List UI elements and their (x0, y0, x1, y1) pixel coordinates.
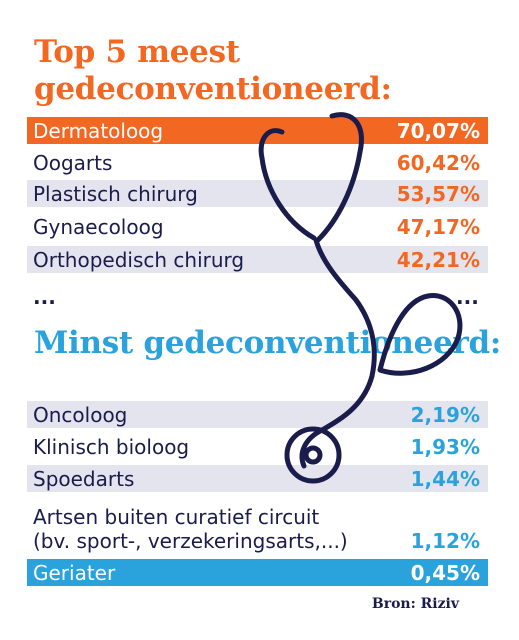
row-label: Geriater (33, 560, 116, 585)
table-row: Orthopedisch chirurg 42,21% (27, 246, 488, 273)
ellipsis-left: ... (33, 285, 56, 309)
ellipsis-right: ... (456, 285, 479, 309)
table-row: Dermatoloog 70,07% (27, 117, 488, 144)
table-row: Gynaecoloog 47,17% (27, 213, 488, 240)
title-bottom: Minst gedeconventioneerd: (34, 325, 502, 361)
row-label: Oogarts (33, 150, 113, 175)
table-row: Geriater 0,45% (27, 559, 488, 586)
table-row: Plastisch chirurg 53,57% (27, 180, 488, 207)
source-note: Bron: Riziv (371, 596, 459, 612)
row-label: Artsen buiten curatief circuit (bv. sport… (33, 505, 348, 553)
row-label: Spoedarts (33, 466, 135, 491)
row-value: 1,93% (410, 434, 480, 459)
table-row: Spoedarts 1,44% (27, 465, 488, 492)
row-value: 2,19% (410, 402, 480, 427)
table-row: Klinisch bioloog 1,93% (27, 433, 488, 460)
row-value: 42,21% (396, 247, 480, 272)
row-value: 47,17% (396, 214, 480, 239)
row-label: Oncoloog (33, 402, 128, 427)
row-label: Gynaecoloog (33, 214, 164, 239)
row-label-line1: Artsen buiten curatief circuit (33, 505, 320, 529)
row-label: Plastisch chirurg (33, 181, 198, 206)
row-value: 53,57% (396, 181, 480, 206)
row-value: 0,45% (410, 560, 480, 585)
row-value: 70,07% (396, 118, 480, 143)
title-top: Top 5 meest gedeconventioneerd: (34, 34, 392, 107)
table-row: Oncoloog 2,19% (27, 401, 488, 428)
row-label: Orthopedisch chirurg (33, 247, 245, 272)
table-row: Artsen buiten curatief circuit (bv. sport… (27, 503, 488, 555)
row-value: 1,12% (410, 529, 480, 553)
table-row: Oogarts 60,42% (27, 149, 488, 176)
row-label-line2: (bv. sport-, verzekeringsarts,...) (33, 529, 348, 553)
row-label: Dermatoloog (33, 118, 164, 143)
row-value: 60,42% (396, 150, 480, 175)
row-value: 1,44% (410, 466, 480, 491)
row-label: Klinisch bioloog (33, 434, 190, 459)
